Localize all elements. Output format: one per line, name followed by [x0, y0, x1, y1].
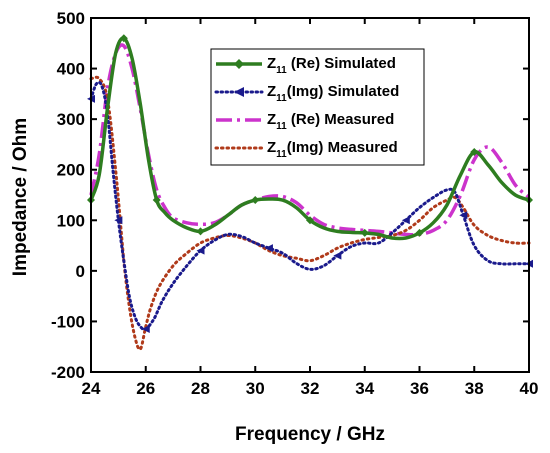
legend-label-main: Z: [267, 83, 276, 100]
y-tick-label: -100: [51, 312, 85, 331]
series-point-diamond: [415, 228, 424, 237]
legend-label-main: Z: [267, 55, 276, 72]
x-tick-label: 40: [520, 379, 539, 398]
series-point-triangle: [264, 244, 273, 253]
x-tick-label: 36: [410, 379, 429, 398]
y-axis-title: Impedance / Ohm: [10, 118, 31, 276]
legend-label-sub: 11: [276, 121, 287, 132]
legend-box: [210, 48, 425, 166]
series-point-triangle: [401, 216, 410, 225]
tick-labels: 24 26 28 30 32 34 36 38 40 -200 -100 0 100 200 300 400 5…: [51, 9, 538, 398]
x-tick-label: 38: [465, 379, 484, 398]
legend-marker-triangle: [234, 87, 244, 97]
x-tick-label: 24: [82, 379, 101, 398]
x-tick-label: 32: [301, 379, 320, 398]
series-point-triangle: [141, 325, 150, 334]
legend-label-sub: 11: [276, 149, 287, 160]
legend-label: Z11 (Re) Measured: [267, 111, 394, 132]
legend-label: Z11 (Re) Simulated: [267, 55, 396, 76]
legend-label-rest: (Re) Measured: [287, 111, 395, 128]
x-tick-label: 26: [136, 379, 155, 398]
series-point-diamond: [119, 34, 128, 43]
legend-label-main: Z: [267, 139, 276, 156]
series-point-triangle: [196, 246, 205, 255]
legend-label-rest: (Img) Simulated: [287, 83, 400, 100]
plot-lines: [87, 34, 533, 351]
series-point-diamond: [152, 196, 161, 205]
x-axis-title: Frequency / GHz: [235, 424, 385, 445]
y-tick-label: 0: [76, 262, 85, 281]
series-point-triangle: [333, 251, 342, 260]
y-tick-label: -200: [51, 363, 85, 382]
legend-label-sub: 11: [276, 93, 287, 104]
axis-titles: Frequency / GHz Impedance / Ohm: [10, 118, 385, 445]
legend-label-rest: (Re) Simulated: [287, 55, 396, 72]
plot-frame: [90, 17, 530, 373]
y-tick-label: 400: [57, 60, 85, 79]
y-tick-label: 300: [57, 110, 85, 129]
series-point-diamond: [196, 227, 205, 236]
legend-label-rest: (Img) Measured: [287, 139, 398, 156]
series-point-diamond: [470, 148, 479, 157]
series-point-triangle: [459, 211, 468, 220]
series-line-0: [89, 36, 530, 241]
legend-label: Z11(Img) Simulated: [267, 83, 399, 104]
legend-label-sub: 11: [276, 65, 287, 76]
x-tick-label: 34: [355, 379, 374, 398]
y-tick-label: 500: [57, 9, 85, 28]
y-tick-label: 200: [57, 161, 85, 180]
series-point-diamond: [306, 216, 314, 225]
series-point-diamond: [360, 228, 369, 237]
legend-label-main: Z: [267, 111, 276, 128]
y-tick-label: 100: [57, 211, 85, 230]
series-point-diamond: [251, 196, 260, 205]
x-tick-label: 28: [191, 379, 210, 398]
series-point-triangle: [114, 216, 123, 225]
x-tick-label: 30: [246, 379, 265, 398]
legend-marker-diamond: [234, 59, 244, 69]
series-line-3: [89, 75, 531, 351]
legend-label: Z11(Img) Measured: [267, 139, 398, 160]
